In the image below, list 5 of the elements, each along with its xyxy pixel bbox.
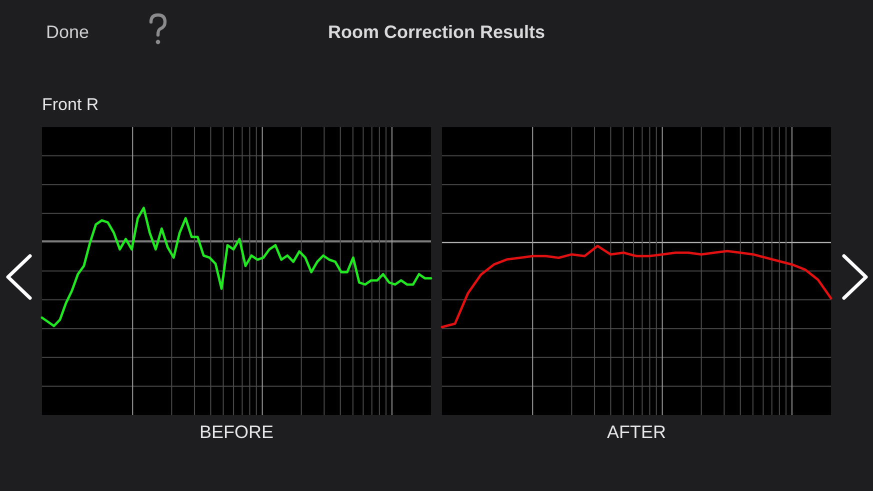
x-axis-title: AFTER [606, 422, 666, 442]
text: Done [46, 22, 90, 42]
chart-subtitle: Front R [42, 95, 99, 114]
chart-title: Room Correction Results [328, 22, 546, 42]
x-axis-title: BEFORE [199, 422, 274, 442]
